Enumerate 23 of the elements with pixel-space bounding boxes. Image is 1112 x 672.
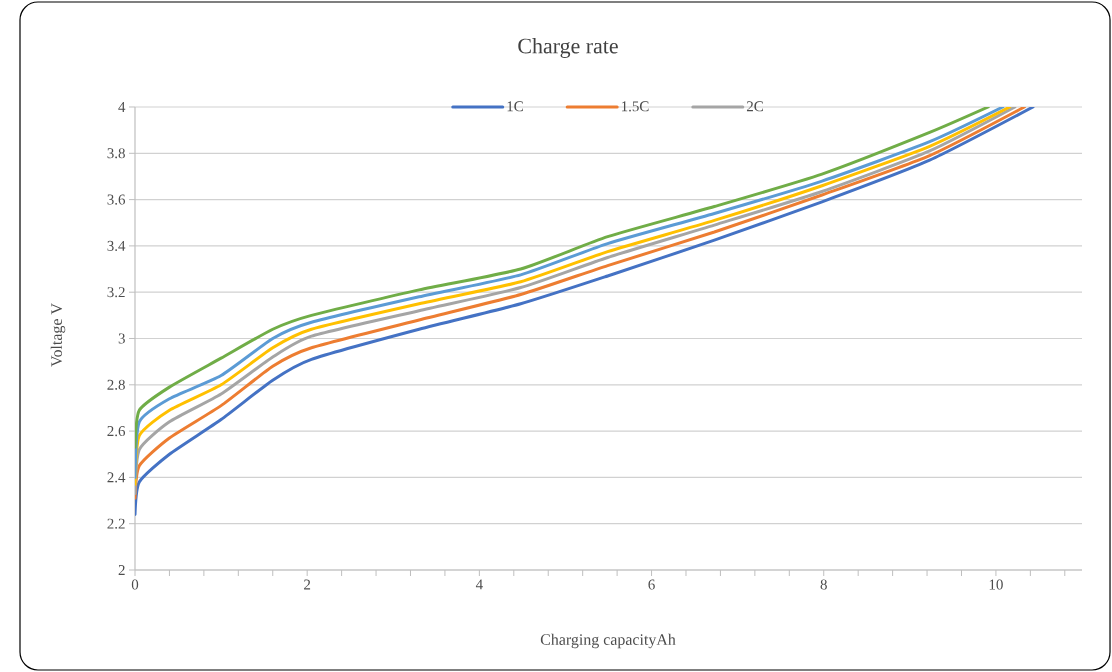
x-axis-title: Charging capacityAh bbox=[540, 633, 676, 649]
y-axis-title: Voltage V bbox=[50, 303, 66, 367]
x-tick-label: 4 bbox=[475, 579, 483, 590]
y-tick-label: 2.2 bbox=[107, 518, 125, 529]
legend-label: 2C bbox=[746, 101, 763, 112]
y-tick-label: 3.4 bbox=[107, 240, 126, 251]
legend-label: 1.5C bbox=[621, 101, 649, 112]
y-tick-label: 3 bbox=[118, 333, 125, 344]
x-tick-label: 8 bbox=[820, 579, 827, 590]
chart-title: Charge rate bbox=[518, 38, 618, 58]
y-tick-label: 2.8 bbox=[107, 379, 125, 390]
y-tick-label: 4 bbox=[118, 102, 126, 112]
y-tick-label: 3.2 bbox=[107, 287, 125, 298]
x-tick-label: 10 bbox=[989, 579, 1003, 590]
y-tick-label: 3.6 bbox=[107, 194, 126, 205]
x-tick-label: 2 bbox=[304, 579, 311, 590]
y-tick-label: 2.6 bbox=[107, 426, 126, 437]
y-tick-label: 2.4 bbox=[107, 472, 126, 483]
legend-label: 1C bbox=[507, 101, 523, 112]
y-tick-label: 2 bbox=[118, 565, 125, 575]
x-tick-label: 0 bbox=[131, 579, 139, 590]
y-tick-label: 3.8 bbox=[107, 148, 125, 159]
x-tick-label: 6 bbox=[648, 579, 655, 590]
